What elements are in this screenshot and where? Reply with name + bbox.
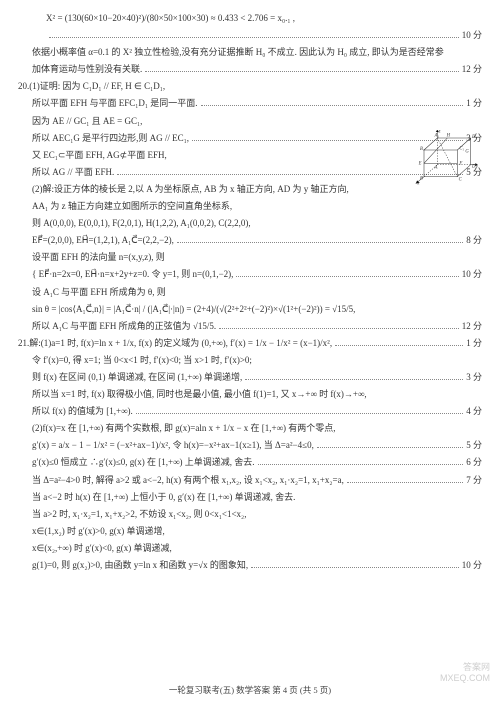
svg-text:D₁: D₁	[471, 135, 477, 140]
line-21: 则 f(x) 在区间 (0,1) 单调递减, 在区间 (1,+∞) 单调递增, 3…	[18, 369, 482, 386]
line-28: 当 a<−2 时 h(x) 在 [1,+∞) 上恒小于 0, g′(x) 在 […	[18, 489, 482, 506]
line-text: 则 f(x) 在区间 (0,1) 单调递减, 在区间 (1,+∞) 单调递增,	[32, 369, 242, 386]
leader-dots	[219, 328, 459, 329]
leader-dots	[258, 464, 464, 465]
line-26: g′(x)≤0 恒成立 ∴g′(x)≤0, g(x) 在 [1,+∞) 上单调递…	[18, 454, 482, 471]
line-31: x∈(x₂,+∞) 时 g′(x)<0, g(x) 单调递减,	[18, 540, 482, 557]
line-32: g(1)=0, 则 g(x₂)>0, 由函数 y=ln x 和函数 y=√x 的…	[18, 557, 482, 574]
svg-text:B₁: B₁	[420, 147, 425, 152]
leader-dots	[245, 379, 463, 380]
line-24: (2)f(x)=x 在 [1,+∞) 有两个实数根, 即 g(x)=aln x …	[18, 420, 482, 437]
svg-text:G: G	[465, 150, 469, 155]
line-text: 所以 AG // 平面 EFH.	[32, 164, 114, 181]
leader-dots	[145, 71, 458, 72]
line-4: 20.(1)证明: 因为 C₁D₁ // EF, H ∈ C₁D₁,	[18, 78, 482, 95]
line-17: sin θ = |cos⟨A₁C⃗,n⟩| = |A₁C⃗·n| / (|A₁C…	[18, 301, 482, 318]
leader-dots	[347, 482, 463, 483]
line-1: 10 分	[18, 27, 482, 44]
points-label: 4 分	[466, 403, 482, 420]
line-5: 所以平面 EFH 与平面 EFC₁D₁ 是同一平面. 1 分	[18, 95, 482, 112]
line-text: g′(x) = a/x − 1 − 1/x² = (−x²+ax−1)/x², …	[32, 437, 314, 454]
watermark: 答案网 MXEQ.COM	[440, 662, 490, 684]
line-11: AA₁ 为 z 轴正方向建立如图所示的空间直角坐标系,	[18, 198, 482, 215]
points-label: 7 分	[466, 472, 482, 489]
leader-dots	[177, 242, 463, 243]
leader-dots	[236, 276, 458, 277]
line-18: 所以 A₁C 与平面 EFH 所成角的正弦值为 √15/5. 12 分	[18, 318, 482, 335]
svg-text:D: D	[471, 164, 476, 169]
line-text: g(1)=0, 则 g(x₂)>0, 由函数 y=ln x 和函数 y=√x 的…	[32, 557, 248, 574]
line-14: 设平面 EFH 的法向量 n=(x,y,z), 则	[18, 249, 482, 266]
leader-dots	[136, 413, 464, 414]
svg-text:C: C	[459, 178, 463, 183]
line-6: 因为 AE // GC₁ 且 AE = GC₁,	[18, 113, 482, 130]
line-text: g′(x)≤0 恒成立 ∴g′(x)≤0, g(x) 在 [1,+∞) 上单调递…	[32, 454, 255, 471]
leader-dots	[335, 345, 463, 346]
points-label: 10 分	[462, 557, 482, 574]
leader-dots	[251, 567, 459, 568]
points-label: 6 分	[466, 454, 482, 471]
points-label: 12 分	[462, 318, 482, 335]
points-label: 8 分	[466, 232, 482, 249]
points-label: 3 分	[466, 369, 482, 386]
page-footer: 一轮复习联考(五) 数学答案 第 4 页 (共 5 页)	[0, 682, 500, 698]
line-15: { EF⃗·n=2x=0, EH⃗·n=x+2y+z=0. 令 y=1, 则 n…	[18, 266, 482, 283]
line-23: 所以 f(x) 的值域为 [1,+∞). 4 分	[18, 403, 482, 420]
line-text: { EF⃗·n=2x=0, EH⃗·n=x+2y+z=0. 令 y=1, 则 n…	[32, 266, 233, 283]
line-text: 当 Δ=a²−4>0 时, 解得 a>2 或 a<−2, h(x) 有两个根 x…	[32, 472, 344, 489]
line-text: 所以 AEC₁G 是平行四边形,则 AG // EC₁,	[32, 130, 189, 147]
svg-text:C₁: C₁	[459, 146, 464, 151]
line-0: X² = (130(60×10−20×40)²)/(80×50×100×30) …	[18, 10, 482, 27]
line-13: EF⃗=(2,0,0), EH⃗=(1,2,1), A₁C⃗=(2,2,−2),…	[18, 232, 482, 249]
line-30: x∈(1,x₂) 时 g′(x)>0, g(x) 单调递增,	[18, 523, 482, 540]
line-text: EF⃗=(2,0,0), EH⃗=(1,2,1), A₁C⃗=(2,2,−2),	[32, 232, 174, 249]
leader-dots	[201, 105, 464, 106]
line-2: 依据小概率值 α=0.1 的 X² 独立性检验,没有充分证据推断 H₀ 不成立.…	[18, 44, 482, 61]
line-27: 当 Δ=a²−4>0 时, 解得 a>2 或 a<−2, h(x) 有两个根 x…	[18, 472, 482, 489]
points-label: 10 分	[462, 27, 482, 44]
line-text: 所以 A₁C 与平面 EFH 所成角的正弦值为 √15/5.	[32, 318, 216, 335]
points-label: 1 分	[466, 335, 482, 352]
svg-text:A: A	[434, 166, 438, 171]
line-text: 21.解:(1)a=1 时, f(x)=ln x + 1/x, f(x) 的定义…	[18, 335, 332, 352]
line-12: 则 A(0,0,0), E(0,0,1), F(2,0,1), H(1,2,2)…	[18, 215, 482, 232]
line-29: 当 a>2 时, x₁·x₂=1, x₁+x₂>2, 不妨设 x₁<x₂, 则 …	[18, 506, 482, 523]
svg-text:F: F	[458, 162, 462, 167]
line-3: 加体育运动与性别没有关联. 12 分	[18, 61, 482, 78]
svg-text:E: E	[418, 162, 422, 167]
points-label: 12 分	[462, 61, 482, 78]
leader-dots	[317, 447, 463, 448]
line-20: 令 f′(x)=0, 得 x=1; 当 0<x<1 时, f′(x)<0; 当 …	[18, 352, 482, 369]
points-label: 1 分	[466, 95, 482, 112]
watermark-line1: 答案网	[440, 662, 490, 673]
line-22: 所以当 x=1 时, f(x) 取得极小值, 同时也是最小值, 最小值 f(1)…	[18, 386, 482, 403]
cube-diagram: BC B₁C₁ A₁D₁ DA EF HG zxy	[410, 130, 478, 190]
leader-dots	[49, 37, 459, 38]
line-text: 所以平面 EFH 与平面 EFC₁D₁ 是同一平面.	[32, 95, 198, 112]
line-25: g′(x) = a/x − 1 − 1/x² = (−x²+ax−1)/x², …	[18, 437, 482, 454]
svg-text:H: H	[446, 134, 451, 139]
line-text: 加体育运动与性别没有关联.	[32, 61, 142, 78]
line-text: 20.(1)证明: 因为 C₁D₁ // EF, H ∈ C₁D₁,	[18, 78, 165, 95]
line-19: 21.解:(1)a=1 时, f(x)=ln x + 1/x, f(x) 的定义…	[18, 335, 482, 352]
points-label: 10 分	[462, 266, 482, 283]
line-text: 所以 f(x) 的值域为 [1,+∞).	[32, 403, 133, 420]
line-16: 设 A₁C 与平面 EFH 所成角为 θ, 则	[18, 284, 482, 301]
points-label: 5 分	[466, 437, 482, 454]
